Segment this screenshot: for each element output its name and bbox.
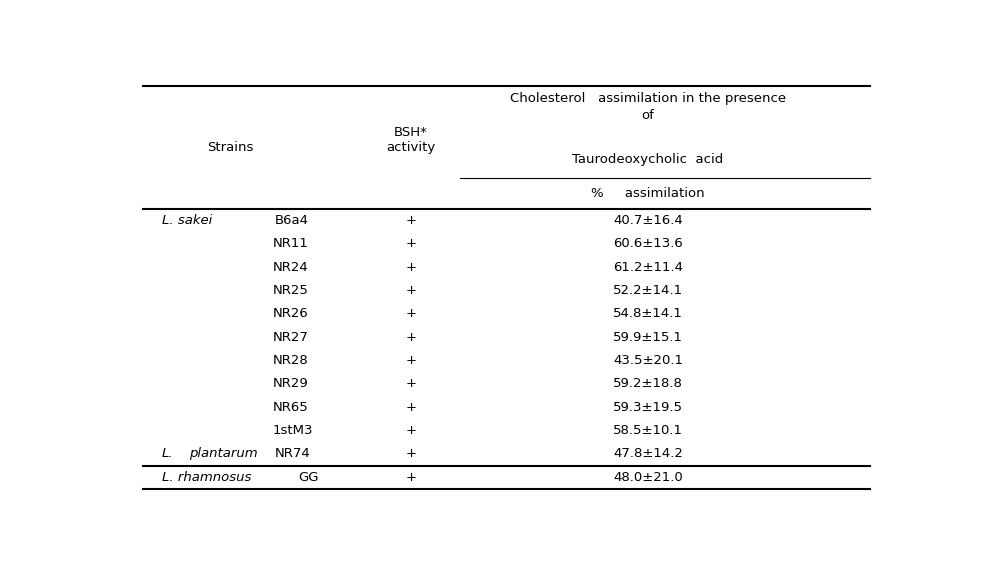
Text: NR65: NR65 (273, 401, 308, 414)
Text: NR26: NR26 (273, 307, 308, 320)
Text: 61.2±11.4: 61.2±11.4 (613, 261, 683, 274)
Text: +: + (405, 237, 416, 250)
Text: Taurodeoxycholic  acid: Taurodeoxycholic acid (572, 153, 723, 166)
Text: NR74: NR74 (275, 447, 310, 460)
Text: 40.7±16.4: 40.7±16.4 (614, 214, 683, 227)
Text: NR29: NR29 (273, 377, 308, 390)
Text: 59.9±15.1: 59.9±15.1 (613, 331, 683, 344)
Text: +: + (405, 424, 416, 437)
Text: 48.0±21.0: 48.0±21.0 (614, 471, 683, 484)
Text: activity: activity (386, 141, 436, 154)
Text: 58.5±10.1: 58.5±10.1 (613, 424, 683, 437)
Text: +: + (405, 354, 416, 367)
Text: B6a4: B6a4 (275, 214, 308, 227)
Text: 52.2±14.1: 52.2±14.1 (613, 284, 683, 297)
Text: Strains: Strains (207, 141, 254, 154)
Text: 47.8±14.2: 47.8±14.2 (614, 447, 683, 460)
Text: 43.5±20.1: 43.5±20.1 (613, 354, 683, 367)
Text: +: + (405, 307, 416, 320)
Text: L. rhamnosus: L. rhamnosus (162, 471, 251, 484)
Text: +: + (405, 377, 416, 390)
Text: NR27: NR27 (273, 331, 308, 344)
Text: plantarum: plantarum (189, 447, 257, 460)
Text: NR11: NR11 (273, 237, 308, 250)
Text: +: + (405, 401, 416, 414)
Text: NR25: NR25 (273, 284, 308, 297)
Text: NR28: NR28 (273, 354, 308, 367)
Text: +: + (405, 447, 416, 460)
Text: 59.3±19.5: 59.3±19.5 (613, 401, 683, 414)
Text: 54.8±14.1: 54.8±14.1 (614, 307, 683, 320)
Text: of: of (641, 109, 654, 122)
Text: %     assimilation: % assimilation (591, 187, 704, 200)
Text: NR24: NR24 (273, 261, 308, 274)
Text: 1stM3: 1stM3 (273, 424, 313, 437)
Text: +: + (405, 214, 416, 227)
Text: 59.2±18.8: 59.2±18.8 (614, 377, 683, 390)
Text: Cholesterol   assimilation in the presence: Cholesterol assimilation in the presence (510, 92, 786, 105)
Text: L. sakei: L. sakei (162, 214, 212, 227)
Text: L.: L. (162, 447, 174, 460)
Text: +: + (405, 261, 416, 274)
Text: +: + (405, 471, 416, 484)
Text: GG: GG (298, 471, 318, 484)
Text: BSH*: BSH* (393, 126, 428, 139)
Text: 60.6±13.6: 60.6±13.6 (614, 237, 683, 250)
Text: +: + (405, 331, 416, 344)
Text: +: + (405, 284, 416, 297)
